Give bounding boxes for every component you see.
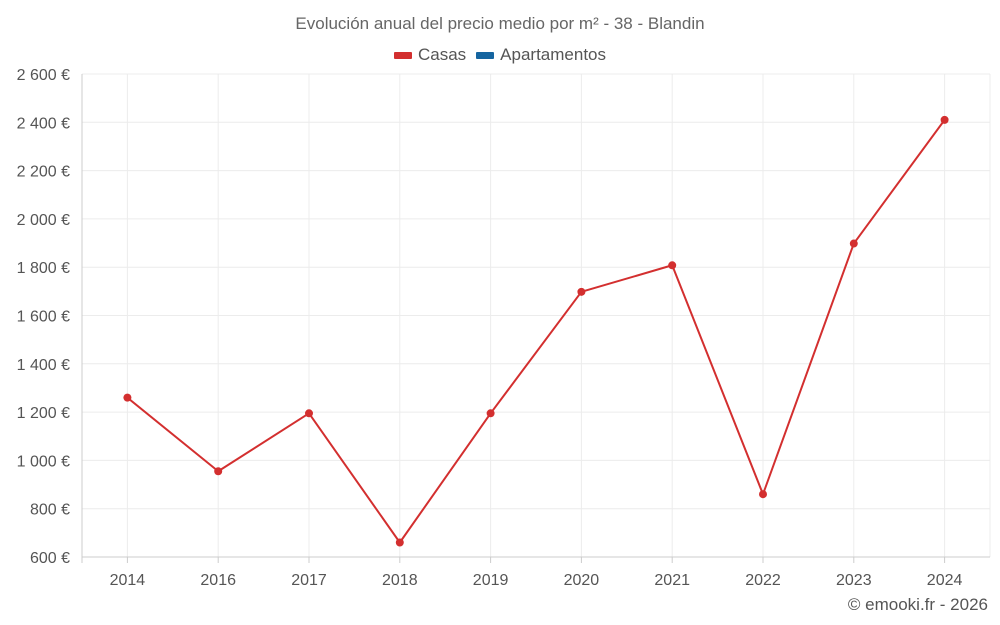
y-tick-label: 1 400 € — [17, 357, 70, 374]
y-tick-label: 2 000 € — [17, 212, 70, 229]
series-casas — [123, 115, 949, 547]
legend-item-casas[interactable]: Casas — [393, 45, 467, 65]
data-point-casas-2023[interactable] — [849, 239, 858, 248]
series-line-casas — [126, 119, 946, 544]
x-tick-label: 2021 — [654, 572, 690, 589]
y-tick-label: 1 200 € — [17, 405, 70, 422]
y-tick-label: 2 600 € — [17, 67, 70, 84]
x-tick-label: 2019 — [473, 572, 509, 589]
x-tick-label: 2024 — [927, 572, 963, 589]
y-tick-label: 800 € — [30, 502, 70, 519]
chart-title: Evolución anual del precio medio por m² … — [295, 14, 705, 33]
y-tick-label: 1 800 € — [17, 260, 70, 277]
data-point-casas-2020[interactable] — [577, 287, 586, 296]
x-tick-label: 2023 — [836, 572, 872, 589]
x-tick-label: 2020 — [564, 572, 600, 589]
y-tick-label: 2 400 € — [17, 115, 70, 132]
data-point-casas-2018[interactable] — [395, 538, 404, 547]
y-tick-label: 1 000 € — [17, 453, 70, 470]
data-point-casas-2024[interactable] — [940, 115, 949, 124]
credit-text: © emooki.fr - 2026 — [847, 595, 988, 614]
data-point-casas-2021[interactable] — [668, 261, 677, 270]
grid — [82, 73, 991, 558]
axes: 600 € 800 € 1 000 € 1 200 € 1 400 € 1 600 € 1 … — [17, 67, 990, 589]
x-tick-label: 2022 — [745, 572, 781, 589]
x-tick-label: 2016 — [200, 572, 236, 589]
legend-item-apartamentos[interactable]: Apartamentos — [476, 45, 606, 65]
data-point-casas-2016[interactable] — [214, 467, 223, 476]
y-tick-label: 2 200 € — [17, 164, 70, 181]
data-point-casas-2019[interactable] — [486, 409, 495, 418]
data-point-casas-2017[interactable] — [305, 409, 313, 418]
legend-swatch-apartamentos — [476, 51, 495, 59]
legend-swatch-casas — [393, 51, 412, 59]
data-point-casas-2014[interactable] — [123, 393, 132, 402]
data-point-casas-2022[interactable] — [759, 490, 767, 499]
y-tick-label: 600 € — [30, 550, 70, 567]
legend: Casas Apartamentos — [0, 45, 1000, 65]
y-tick-label: 1 600 € — [17, 309, 70, 326]
legend-label-casas: Casas — [417, 45, 467, 64]
x-tick-label: 2017 — [291, 572, 327, 589]
legend-label-apartamentos: Apartamentos — [500, 45, 607, 64]
x-tick-label: 2018 — [382, 572, 418, 589]
x-tick-label: 2014 — [110, 572, 146, 589]
